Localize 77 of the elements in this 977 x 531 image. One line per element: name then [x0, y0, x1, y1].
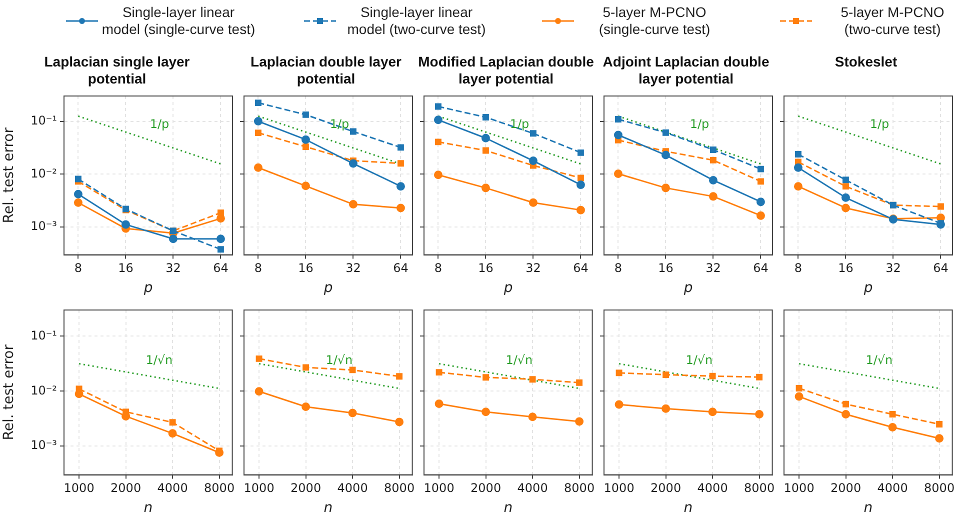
x-tick-label: 4000	[157, 481, 188, 496]
series-label: 1/p	[690, 117, 710, 132]
chart-title: Modified Laplacian double layer potential	[418, 53, 594, 86]
x-tick-label: 4000	[337, 481, 368, 496]
y-tick-label: 10⁻²	[30, 383, 58, 398]
x-tick-label: 16	[478, 261, 494, 276]
x-tick-label: 1000	[64, 481, 94, 496]
x-tick-label: 16	[838, 261, 854, 276]
x-tick-label: 1000	[604, 481, 634, 496]
x-tick-label: 4000	[517, 481, 548, 496]
y-tick-label: 10⁻³	[30, 219, 58, 234]
x-tick-label: 16	[298, 261, 314, 276]
x-tick-label: 32	[346, 261, 361, 276]
series-label: 1/p	[150, 117, 170, 132]
x-tick-label: 2000	[470, 481, 502, 496]
y-tick-label: 10⁻¹	[30, 328, 58, 342]
x-tick-label: 16	[118, 261, 134, 276]
x-axis-title: n	[684, 500, 693, 516]
x-tick-label: 1000	[784, 481, 814, 496]
x-tick-label: 8	[614, 261, 622, 276]
x-axis-title: p	[142, 280, 153, 296]
x-tick-label: 8000	[744, 481, 775, 496]
x-tick-label: 64	[933, 261, 948, 276]
series-label: 1/p	[330, 117, 350, 132]
x-tick-label: 8	[254, 261, 262, 276]
y-tick-label: 10⁻³	[30, 438, 58, 452]
x-tick-label: 1000	[244, 481, 274, 496]
x-tick-label: 64	[393, 261, 408, 276]
x-axis-title: p	[322, 280, 333, 296]
x-tick-label: 8000	[204, 481, 235, 496]
series-label: 1/√n	[146, 353, 173, 368]
x-tick-label: 32	[166, 261, 181, 276]
chart-title: Laplacian double layer potential	[250, 53, 402, 86]
x-tick-label: 8	[434, 261, 442, 276]
x-tick-label: 64	[573, 261, 588, 276]
chart-title: Laplacian single layer potential	[44, 53, 190, 86]
legend-label: Single-layer linear model (single-curve test)	[100, 4, 256, 38]
legend-label: Single-layer linear model (two-curve test)	[346, 4, 487, 38]
x-tick-label: 8000	[924, 481, 955, 496]
x-axis-title: p	[682, 280, 693, 296]
x-tick-label: 32	[706, 261, 721, 276]
x-axis-title: n	[864, 500, 873, 516]
series-label: 1/√n	[506, 353, 533, 368]
y-axis-title: Rel. test error	[1, 344, 18, 440]
series-label: 1/√n	[326, 353, 353, 368]
x-axis-title: p	[502, 280, 513, 296]
x-tick-label: 8000	[564, 481, 595, 496]
x-tick-label: 8	[794, 261, 802, 276]
legend-label: 5-layer M-PCNO (single-curve test)	[598, 4, 712, 38]
x-tick-label: 2000	[110, 481, 142, 496]
series-label: 1/√n	[686, 353, 713, 368]
x-tick-label: 64	[213, 261, 228, 276]
series-label: 1/√n	[866, 353, 893, 368]
x-tick-label: 16	[658, 261, 674, 276]
x-axis-title: n	[324, 500, 333, 516]
x-axis-title: n	[144, 500, 153, 516]
x-tick-label: 8000	[384, 481, 415, 496]
x-tick-label: 4000	[877, 481, 908, 496]
series-label: 1/p	[870, 117, 890, 132]
x-tick-label: 2000	[830, 481, 862, 496]
chart-title: Adjoint Laplacian double layer potential	[602, 53, 770, 86]
legend-label: 5-layer M-PCNO (two-curve test)	[840, 4, 946, 38]
x-tick-label: 2000	[650, 481, 682, 496]
y-tick-label: 10⁻¹	[30, 113, 58, 128]
x-tick-label: 64	[753, 261, 768, 276]
y-tick-label: 10⁻²	[30, 166, 58, 180]
x-tick-label: 2000	[290, 481, 322, 496]
x-axis-title: p	[862, 280, 873, 296]
chart-title: Stokeslet	[834, 53, 898, 70]
x-tick-label: 1000	[424, 481, 454, 496]
y-axis-title: Rel. test error	[1, 127, 18, 224]
x-tick-label: 8	[74, 261, 82, 276]
x-tick-label: 32	[526, 261, 541, 276]
x-tick-label: 32	[886, 261, 901, 276]
x-axis-title: n	[504, 500, 513, 516]
series-label: 1/p	[510, 117, 530, 132]
x-tick-label: 4000	[697, 481, 728, 496]
